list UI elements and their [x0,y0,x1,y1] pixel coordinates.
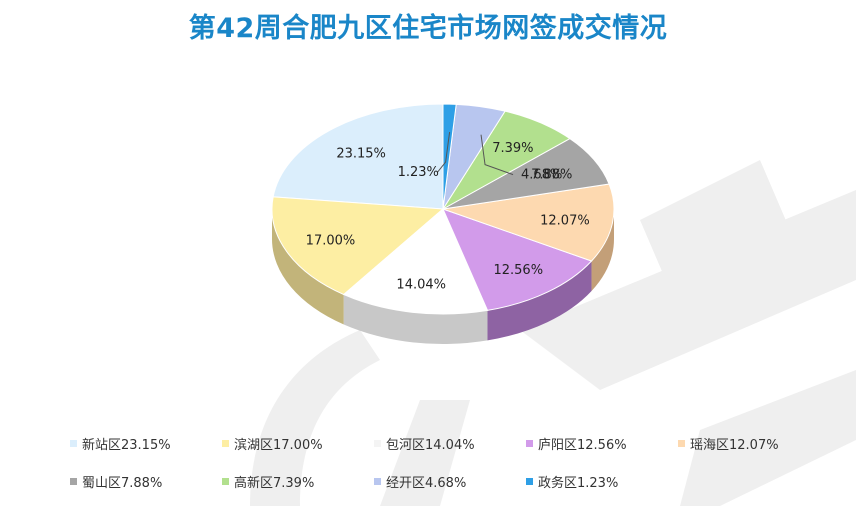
legend-label: 经开区4.68% [386,475,467,491]
legend-item[interactable]: 高新区7.39% [222,471,314,491]
legend-item[interactable]: 瑶海区12.07% [678,433,779,453]
slice-4-庐阳区[interactable] [442,208,593,311]
legend-item[interactable]: 滨湖区17.00% [222,433,323,453]
legend-swatch [222,439,229,447]
slice-7-value-label: 7.39% [492,141,533,156]
pie-top-layer [271,103,615,315]
legend-label: 滨湖区17.00% [234,437,323,453]
slice-labels: 23.15% 17.00% 14.04% 12.56% 12.07% 7.88% 7.39%… [306,141,590,293]
slice-9-value-label: 1.23% [398,165,439,180]
slice-9-leader-line [437,132,451,173]
legend-item[interactable]: 包河区14.04% [374,433,475,453]
slice-8-value-label: 4.68% [521,168,562,183]
legend-swatch [678,439,685,447]
chart-title: 第42周合肥九区住宅市场网签成交情况 [188,13,668,44]
slice-2-value-label: 17.00% [306,234,356,249]
legend-label: 瑶海区12.07% [690,437,779,453]
legend-swatch [526,439,533,447]
slice-6-value-label: 7.88% [531,168,572,183]
legend-item[interactable]: 新站区23.15% [70,433,171,453]
legend-label: 政务区1.23% [538,475,619,491]
legend-swatch [222,477,229,485]
legend-item[interactable]: 蜀山区7.88% [70,471,162,491]
legend-swatch [526,477,533,485]
slice-3-value-label: 14.04% [396,277,446,292]
slice-4-value-label: 12.56% [493,263,543,278]
slice-5-value-label: 12.07% [540,213,590,228]
slice-2-滨湖区[interactable] [271,196,445,296]
legend-swatch [374,439,381,447]
legend-swatch [70,439,77,447]
legend-row: 蜀山区7.88% 高新区7.39% 经开区4.68% 政务区1.23% [70,471,850,491]
legend-label: 庐阳区12.56% [538,437,627,453]
legend-row: 新站区23.15% 滨湖区17.00% 包河区14.04% 庐阳区12.56% 瑶海区1… [70,433,850,453]
legend-item[interactable]: 经开区4.68% [374,471,466,491]
slice-1-新站区[interactable] [272,103,444,210]
slice-3-包河区[interactable] [342,208,489,315]
legend-label: 高新区7.39% [234,475,315,491]
legend-item[interactable]: 政务区1.23% [526,471,618,491]
legend-swatch [70,477,77,485]
legend-label: 包河区14.04% [386,437,475,453]
legend-item[interactable]: 庐阳区12.56% [526,433,627,453]
slice-8-leader-line [480,134,514,176]
slice-1-value-label: 23.15% [336,147,386,162]
legend-label: 新站区23.15% [82,437,171,453]
slice-4-side [487,261,592,341]
legend-label: 蜀山区7.88% [82,475,163,491]
slice-2-side [272,209,344,325]
leader-lines [437,132,514,176]
slice-5-瑶海区[interactable] [442,183,615,262]
slice-5-side [591,209,614,292]
legend-swatch [374,477,381,485]
slice-9-政务区[interactable] [442,103,457,210]
